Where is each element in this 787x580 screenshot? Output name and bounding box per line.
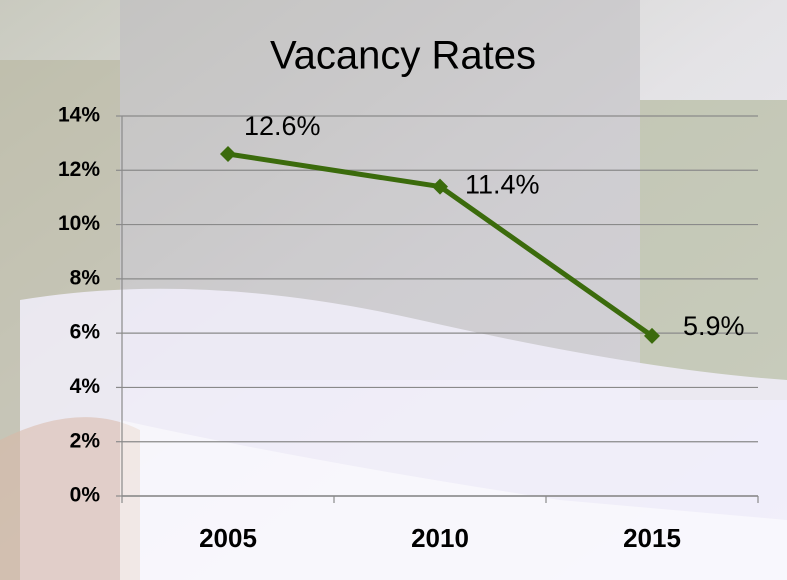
value-label: 11.4%: [465, 170, 540, 200]
chart-title: Vacancy Rates: [270, 34, 536, 78]
y-tick-label: 8%: [70, 266, 101, 289]
y-tick-label: 0%: [70, 484, 101, 507]
y-tick-label: 2%: [70, 429, 101, 452]
x-tick-label: 2005: [199, 523, 257, 553]
y-tick-label: 4%: [70, 375, 101, 398]
x-tick-label: 2015: [623, 523, 681, 553]
y-tick-label: 12%: [58, 158, 100, 181]
background: [0, 0, 787, 580]
value-label: 12.6%: [244, 111, 321, 141]
y-tick-label: 10%: [58, 212, 100, 235]
chart: Vacancy Rates 0% 2% 4% 6% 8% 10% 12% 14% 2005 201…: [0, 0, 787, 580]
x-tick-label: 2010: [411, 523, 469, 553]
y-tick-label: 6%: [70, 321, 101, 344]
value-label: 5.9%: [683, 311, 745, 341]
y-tick-label: 14%: [58, 104, 100, 127]
